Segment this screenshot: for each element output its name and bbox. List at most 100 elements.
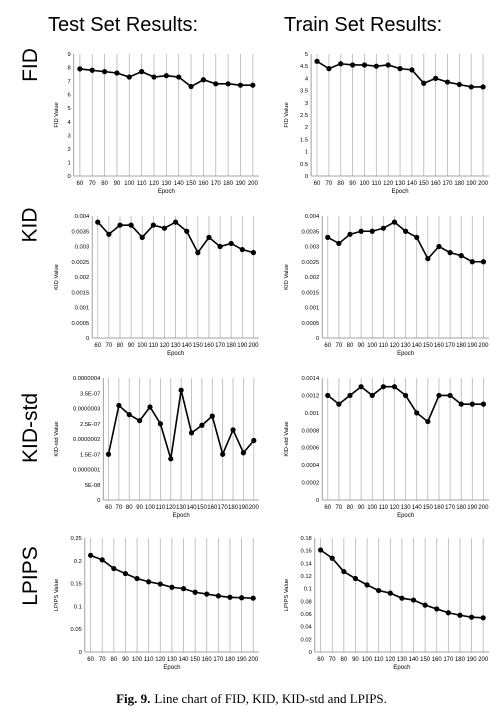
x-tick-label: 160 [204, 343, 215, 349]
data-point [128, 222, 134, 228]
x-tick-label: 130 [397, 657, 408, 663]
data-point [161, 225, 168, 231]
y-tick-label: 4 [305, 76, 309, 82]
data-point [358, 384, 364, 390]
data-point [168, 456, 174, 462]
data-point [410, 597, 417, 603]
y-tick-label: 6 [67, 93, 70, 99]
data-point [111, 565, 117, 572]
data-point [447, 250, 453, 256]
chart-kid-std-test: 0 5E-08 0.0000001 1.5E-07 0.0000002 2.5E-07 0.… [48, 372, 263, 524]
x-tick-label: 70 [326, 181, 333, 187]
data-point [227, 594, 233, 600]
data-point [151, 74, 157, 80]
x-tick-label: 60 [77, 181, 84, 187]
x-tick-label: 60 [317, 657, 324, 663]
data-point [369, 392, 375, 399]
data-point [163, 73, 169, 79]
x-tick-label: 200 [478, 343, 489, 349]
data-point [176, 74, 182, 80]
data-point [325, 234, 331, 240]
x-tick-label: 80 [110, 657, 117, 663]
x-tick-label: 90 [352, 657, 359, 663]
data-point [228, 240, 234, 247]
x-tick-label: 190 [237, 657, 248, 663]
x-tick-label: 60 [94, 343, 101, 349]
y-tick-label: 1 [305, 150, 308, 156]
y-axis-label: LPIPS Value [284, 579, 290, 611]
data-point [192, 589, 198, 595]
y-axis-label: FID Value [284, 102, 290, 127]
chart-svg: 0 5E-08 0.0000001 1.5E-07 0.0000002 2.5E-07 0.… [54, 376, 259, 519]
x-tick-label: 170 [442, 181, 453, 187]
data-point [480, 259, 487, 265]
x-tick-label: 190 [467, 343, 478, 349]
x-tick-label: 130 [171, 343, 182, 349]
x-axis-label: Epoch [397, 351, 414, 357]
data-point [126, 74, 132, 80]
x-tick-label: 160 [432, 657, 443, 663]
data-point [139, 69, 145, 75]
data-point [468, 84, 474, 90]
data-point [230, 427, 236, 433]
x-axis-label: Epoch [158, 189, 175, 195]
x-tick-label: 110 [156, 505, 166, 511]
chart-kid-test: 0 0.0005 0.001 0.0015 0.002 0.0025 0.003 0.0035… [48, 210, 263, 362]
y-tick-label: 0.001 [75, 306, 90, 312]
x-tick-label: 170 [443, 657, 454, 663]
y-tick-label: 0.0004 [301, 463, 320, 469]
y-tick-label: 0 [316, 498, 319, 504]
y-tick-label: 0.25 [71, 536, 82, 542]
data-point [414, 410, 420, 416]
data-point [350, 62, 356, 68]
y-tick-label: 1.5E-07 [80, 452, 100, 458]
x-tick-label: 110 [379, 343, 389, 349]
data-point [447, 392, 453, 399]
data-point [480, 401, 487, 407]
x-tick-label: 170 [211, 181, 222, 187]
x-tick-label: 150 [186, 181, 197, 187]
chart-fid-train: 0 0.5 1 1.5 2 2.5 3 3.5 4 4.5 5 60 70 80 90 100 110 120 13… [278, 48, 493, 200]
y-tick-label: 1 [67, 160, 70, 166]
data-point [387, 590, 393, 596]
y-tick-label: 0.003 [75, 245, 90, 251]
data-point [422, 602, 428, 608]
x-tick-label: 90 [128, 343, 135, 349]
x-tick-label: 90 [136, 505, 143, 511]
data-point [117, 222, 123, 228]
data-point [414, 234, 420, 240]
data-point [458, 253, 464, 259]
x-tick-label: 170 [215, 343, 226, 349]
x-tick-label: 140 [407, 181, 418, 187]
x-tick-label: 100 [362, 657, 373, 663]
y-tick-label: 0.0000004 [73, 376, 101, 382]
data-point [456, 81, 462, 88]
x-tick-label: 130 [167, 657, 178, 663]
data-point [251, 437, 257, 444]
data-point [157, 421, 163, 427]
y-tick-label: 0 [86, 336, 89, 342]
data-point [134, 575, 140, 582]
data-point [126, 412, 132, 418]
chart-svg: 0 0.0005 0.001 0.0015 0.002 0.0025 0.003 0.0035… [284, 214, 489, 357]
data-point [480, 615, 486, 621]
data-point [425, 418, 431, 425]
x-tick-label: 130 [401, 505, 412, 511]
data-point [391, 384, 398, 390]
data-point [425, 256, 431, 262]
x-tick-label: 150 [423, 343, 434, 349]
y-tick-label: 0.5 [300, 162, 308, 168]
x-tick-label: 70 [329, 657, 336, 663]
y-tick-label: 0.1 [74, 604, 82, 610]
data-point [318, 547, 324, 553]
x-tick-label: 150 [423, 505, 434, 511]
y-tick-label: 5 [67, 106, 70, 112]
x-tick-label: 140 [187, 505, 198, 511]
x-tick-label: 180 [223, 181, 234, 187]
data-point [157, 581, 163, 587]
x-tick-label: 140 [412, 343, 423, 349]
x-tick-label: 60 [87, 657, 94, 663]
data-point [436, 392, 442, 399]
x-tick-label: 120 [155, 657, 166, 663]
y-tick-label: 0.001 [305, 306, 320, 312]
